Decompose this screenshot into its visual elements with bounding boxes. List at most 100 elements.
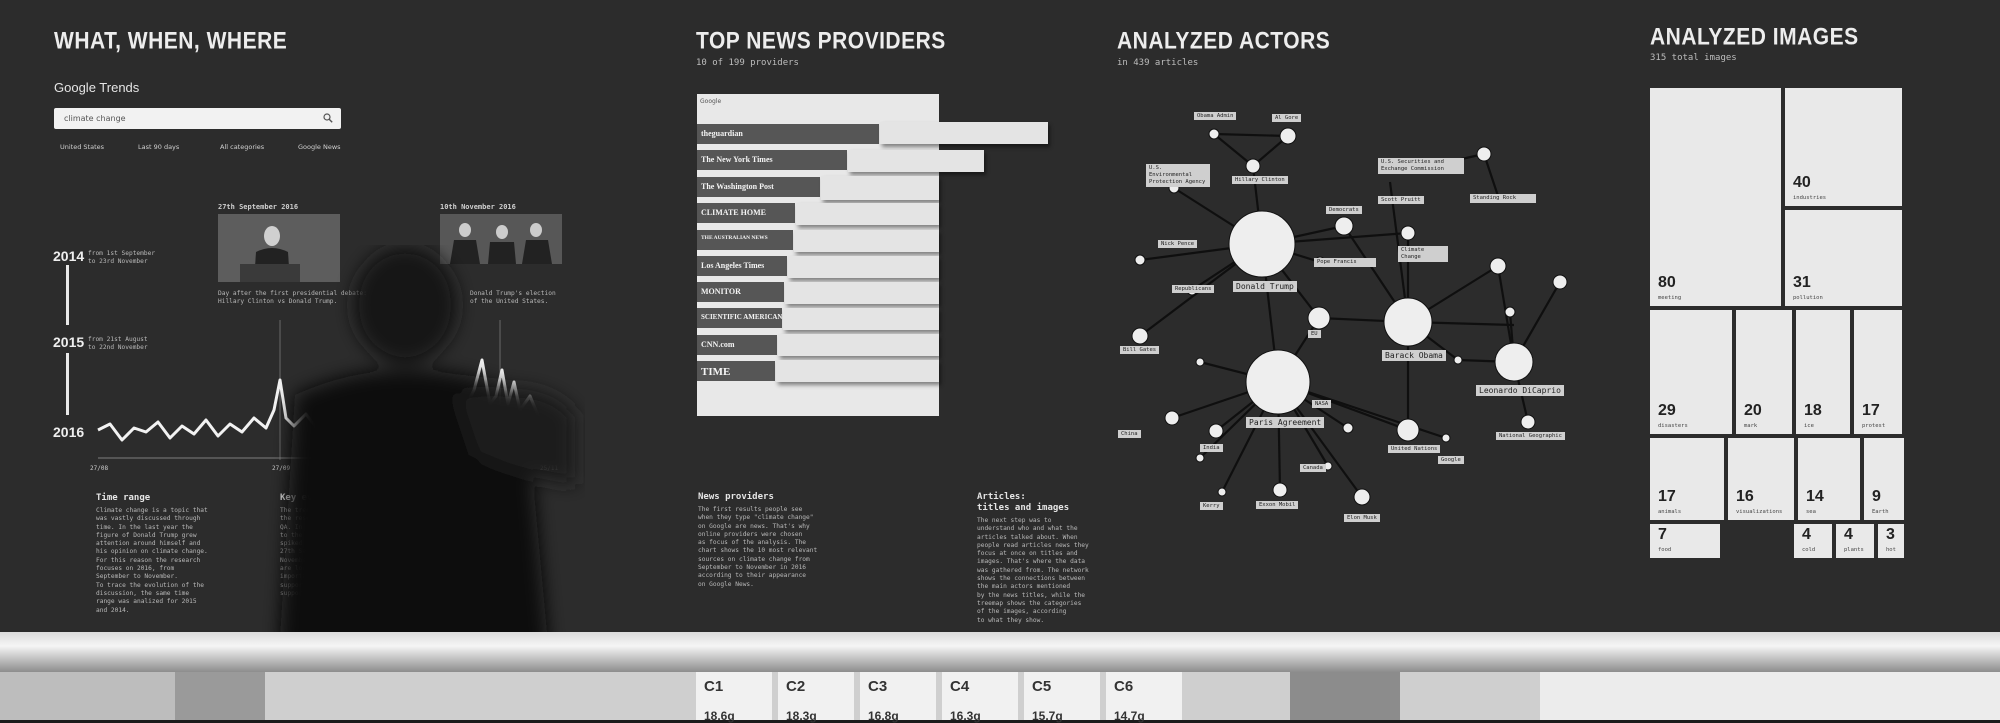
label-actor-3: Hillary Clinton [1232,176,1288,184]
provider-bar-1: theguardian [697,124,879,144]
table-card-4: C4 16.3g [942,672,1018,723]
articles-text: The next step was to understand who and … [977,517,1089,624]
event1-caption: Day after the first presidential debate:… [218,290,368,306]
timeline-2015 [66,353,69,415]
google-trends-logo: Google Trends [54,80,140,95]
provider-bar-4: CLIMATE HOME [697,203,795,223]
section-title-images: ANALYZED IMAGES [1650,24,1859,51]
label-actor-8: EU [1308,330,1321,338]
floor-plate [0,672,175,720]
provider-step-8 [783,308,939,330]
news-providers-heading: News providers [698,492,774,502]
label-actor-15: China [1118,430,1141,438]
label-barack-obama: Barack Obama [1382,350,1446,361]
event2-photo [440,214,562,264]
search-value: climate change [64,114,126,123]
treemap-mark: 20 mark [1736,310,1792,434]
treemap-earth: 9 Earth [1864,438,1904,520]
section-title-news-providers: TOP NEWS PROVIDERS [696,28,946,55]
treemap-ice: 18 ice [1796,310,1850,434]
provider-step-3 [821,176,939,200]
label-actor-1: Nick Pence [1158,240,1198,248]
provider-step-9 [778,334,939,356]
provider-step-2 [848,150,984,172]
articles-heading: Articles: titles and images [977,492,1070,513]
treemap-food: 7 food [1650,524,1720,558]
event2-caption: Donald Trump's election of the United St… [470,290,556,306]
node-paris-agreement [1245,349,1311,415]
provider-bar-3: The Washington Post [697,177,820,197]
treemap-pollution: 31 pollution [1785,210,1902,306]
label-actor-11: U.S. Securities and Exchange Commission [1378,158,1464,174]
label-actor-6: Republicans [1172,285,1215,293]
table-card-1: C1 18.6g [696,672,772,723]
news-providers-text: The first results people see when they t… [698,506,818,588]
provider-step-4 [796,203,939,225]
treemap-visualizations: 16 visualizations [1728,438,1794,520]
label-actor-17: United Nations [1388,445,1441,453]
provider-bar-6: Los Angeles Times [697,256,787,276]
providers-subtitle: 10 of 199 providers [696,58,799,68]
treemap-cold: 4 cold [1794,524,1832,558]
label-actor-4: U.S. Environmental Protection Agency [1146,164,1210,187]
time-range-text: Climate change is a topic that was vastl… [96,507,208,614]
table-object [1290,672,1400,720]
provider-step-1 [880,122,1048,144]
treemap-plants: 4 plants [1836,524,1874,558]
filter-category: All categories [220,143,265,151]
provider-step-7 [785,282,939,304]
year-2015: 2015 [53,334,85,350]
node-leonardo-dicaprio [1494,342,1534,382]
label-actor-12: Pope Francis [1314,258,1376,267]
provider-step-10 [776,360,939,382]
label-actor-13: Standing Rock [1470,194,1536,203]
treemap-sea: 14 sea [1798,438,1860,520]
label-actor-19: Kerry [1200,502,1223,510]
label-actor-7: Democrats [1326,206,1362,214]
provider-bar-10: TIME [697,361,775,381]
treemap-protest: 17 protest [1854,310,1902,434]
search-bar: climate change [54,108,341,129]
actors-subtitle: in 439 articles [1117,58,1199,68]
provider-step-6 [788,256,939,278]
label-actor-22: National Geographic [1496,432,1565,440]
range-2015: from 21st August to 22nd November [88,336,148,352]
provider-bar-7: MONITOR [697,282,784,302]
post [175,672,265,720]
label-donald-trump: Donald Trump [1233,281,1297,292]
treemap-hot: 3 hot [1878,524,1904,558]
label-paris-agreement: Paris Agreement [1246,417,1325,428]
treemap-disasters: 29 disasters [1650,310,1732,434]
label-actor-5: Obama Admin [1194,112,1237,120]
year-2014: 2014 [53,248,85,264]
table-end [1540,672,2000,720]
filter-period: Last 90 days [138,143,180,151]
provider-bar-2: The New York Times [697,150,847,170]
filter-source: Google News [298,143,341,151]
label-actor-9: Climate Change [1398,246,1448,262]
event2-date: 10th November 2016 [440,203,516,211]
provider-step-5 [794,230,939,252]
axis-label-1: 27/08 [90,465,108,472]
time-range-heading: Time range [96,493,151,503]
event1-photo [218,214,340,282]
handrail [0,632,2000,672]
label-actor-2: Al Gore [1272,114,1302,122]
axis-label-2: 27/09 [272,465,290,472]
node-barack-obama [1383,297,1433,347]
label-actor-10: Scott Pruitt [1378,196,1424,204]
label-leonardo-dicaprio: Leonardo DiCaprio [1476,385,1564,396]
label-actor-23: Elon Musk [1344,514,1380,522]
label-actor-25: NASA [1312,400,1332,408]
table-card-3: C3 16.8g [860,672,936,723]
year-2016: 2016 [53,424,85,440]
event1-date: 27th September 2016 [218,203,299,211]
timeline-2014 [66,265,69,325]
images-subtitle: 315 total images [1650,53,1737,63]
label-actor-16: India [1200,444,1223,452]
treemap-animals: 17 animals [1650,438,1724,520]
table-card-2: C2 18.3g [778,672,854,723]
label-actor-20: Canada [1300,464,1326,472]
range-2014: from 1st September to 23rd November [88,250,156,266]
table-card-6: C6 14.7g [1106,672,1182,723]
